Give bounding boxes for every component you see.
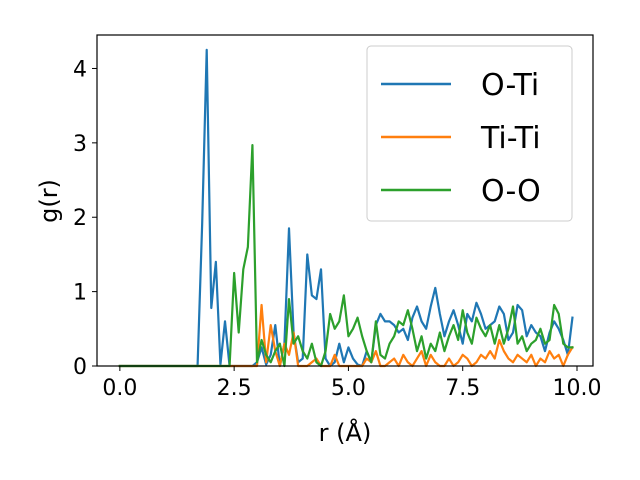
x-tick-label: 0.0 [102, 376, 137, 401]
y-tick-label: 0 [73, 355, 87, 380]
x-tick-label: 10.0 [553, 376, 602, 401]
legend: O-Ti Ti-Ti O-O [366, 45, 573, 222]
legend-label-o-o: O-O [481, 174, 541, 209]
x-axis: 0.0 2.5 5.0 7.5 10.0 [102, 366, 601, 401]
x-tick-label: 2.5 [217, 376, 252, 401]
y-tick-label: 2 [73, 206, 87, 231]
plot-frame [96, 34, 594, 367]
legend-frame [366, 45, 573, 222]
y-tick-label: 4 [73, 57, 87, 82]
x-axis-label: r (Å) [319, 418, 372, 447]
x-tick-label: 7.5 [445, 376, 480, 401]
legend-label-ti-ti: Ti-Ti [480, 121, 541, 156]
legend-label-o-ti: O-Ti [481, 68, 539, 103]
x-tick-label: 5.0 [331, 376, 366, 401]
y-tick-label: 3 [73, 132, 87, 157]
y-axis-label: g(r) [35, 179, 63, 223]
y-tick-label: 1 [73, 281, 87, 306]
y-axis: 0 1 2 3 4 [73, 57, 97, 380]
